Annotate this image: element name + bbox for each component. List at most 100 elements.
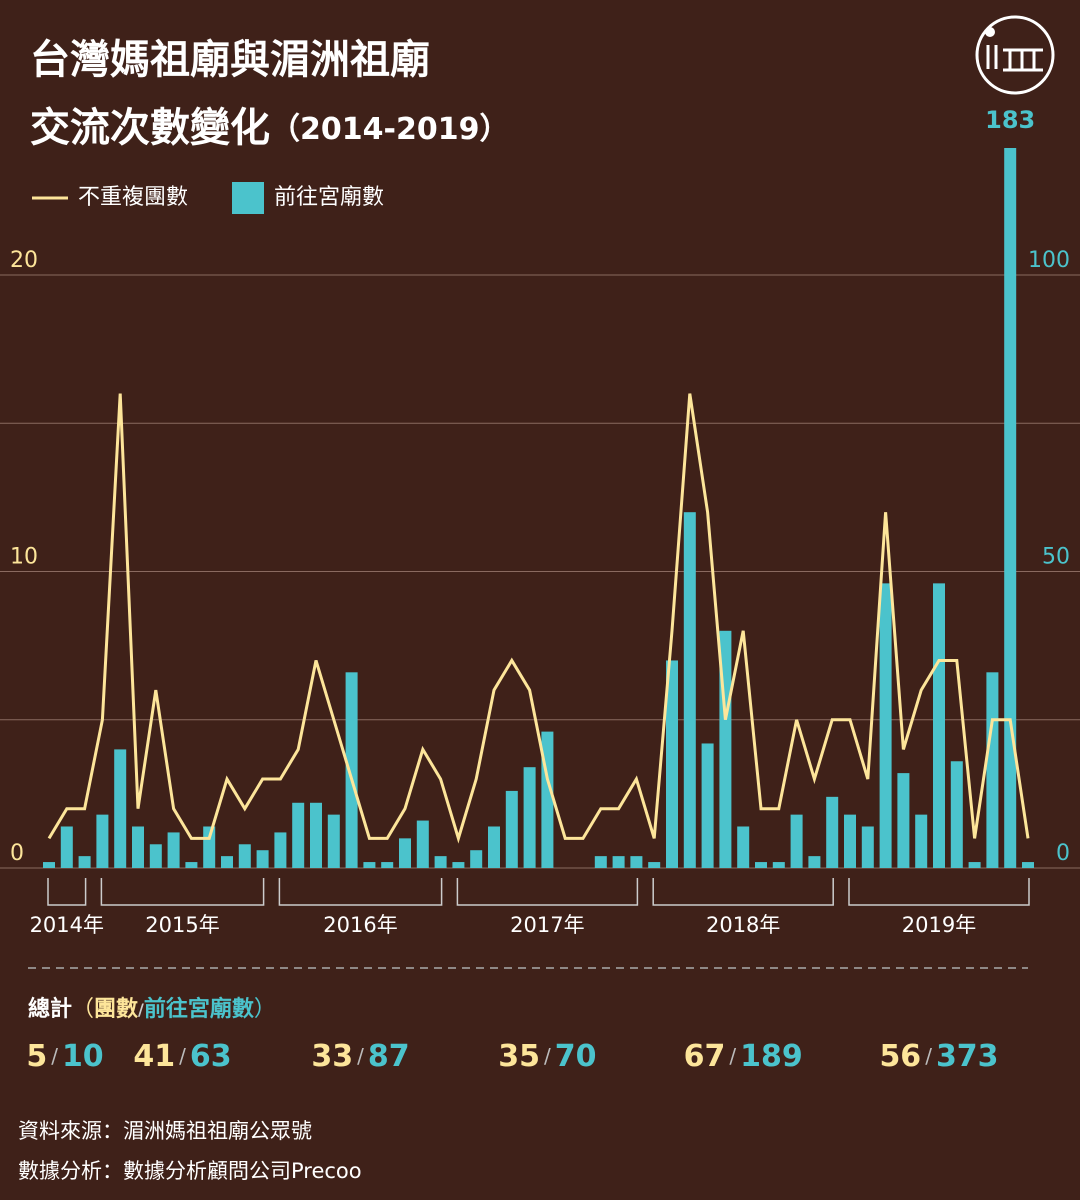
bar (43, 862, 55, 868)
totals-visits-key: 前往宮廟數 (144, 996, 254, 1022)
source-line: 資料來源：湄洲媽祖祖廟公眾號 (18, 1119, 312, 1143)
logo (975, 15, 1055, 95)
bar (310, 802, 322, 868)
totals-slash: / (138, 1000, 144, 1019)
bar (861, 826, 874, 868)
bar (327, 814, 340, 868)
totals-heading: 總計（團數/前往宮廟數） (28, 996, 276, 1022)
bar (844, 814, 856, 868)
total-visits: 10 (62, 1039, 104, 1074)
bar (416, 820, 429, 868)
bar (950, 761, 963, 868)
total-slash: / (51, 1044, 58, 1068)
year-bracket (47, 878, 87, 906)
bar (915, 814, 928, 868)
bar (897, 773, 910, 868)
title-years: （2014-2019） (270, 112, 509, 147)
year-label: 2019年 (902, 913, 976, 937)
total-slash: / (729, 1044, 736, 1068)
line (47, 393, 1030, 844)
totals-label: 總計 (28, 996, 72, 1022)
bar (1004, 148, 1017, 868)
y-tick-label: 20 (10, 248, 38, 273)
bar (505, 790, 518, 868)
bar (185, 862, 198, 868)
total-groups: 56 (879, 1039, 921, 1074)
total-slash: / (925, 1044, 932, 1068)
source-line: 數據分析：數據分析顧問公司Precoo (18, 1159, 362, 1183)
bar (737, 826, 750, 868)
bar (96, 814, 109, 868)
bar (167, 832, 180, 868)
bar (986, 672, 999, 868)
year-label: 2014年 (30, 913, 104, 937)
y2-tick-label: 50 (1042, 545, 1070, 570)
total-groups: 41 (133, 1039, 175, 1074)
total-slash: / (179, 1044, 186, 1068)
bar (968, 862, 981, 868)
bar (292, 802, 305, 868)
totals-paren: （ (72, 997, 94, 1022)
year-label: 2018年 (706, 913, 780, 937)
y2-tick-label: 100 (1028, 248, 1070, 273)
bar (221, 856, 233, 868)
total-groups: 67 (684, 1039, 726, 1074)
y2-tick-label: 0 (1056, 841, 1070, 866)
bar (666, 660, 678, 868)
bar (78, 856, 91, 868)
year-label: 2017年 (510, 913, 584, 937)
bar (256, 850, 269, 868)
year-bracket (652, 878, 834, 906)
title-main: 交流次數變化 (30, 105, 270, 151)
total-groups: 35 (498, 1039, 540, 1074)
legend-swatch (232, 182, 264, 214)
bar (933, 583, 945, 868)
bar (363, 862, 376, 868)
bar (238, 844, 251, 868)
totals-row: 67/189 (684, 1039, 803, 1074)
title-line: 交流次數變化（2014-2019） (30, 105, 509, 151)
year-bracket (848, 878, 1030, 906)
year-label: 2016年 (323, 913, 397, 937)
legend-label: 不重複團數 (78, 185, 188, 210)
totals-row: 56/373 (879, 1039, 998, 1074)
bar (345, 672, 358, 868)
totals-groups-key: 團數 (94, 997, 138, 1022)
bar (381, 862, 394, 868)
bar (755, 862, 767, 868)
bar (826, 796, 839, 868)
bar (434, 856, 447, 868)
totals-row: 33/87 (311, 1039, 409, 1074)
bar-value-label: 183 (985, 106, 1035, 134)
total-visits: 87 (368, 1039, 410, 1074)
y-tick-label: 0 (10, 841, 24, 866)
bar (452, 862, 465, 868)
bar (612, 856, 625, 868)
total-groups: 33 (311, 1039, 353, 1074)
total-visits: 373 (936, 1039, 999, 1074)
totals-paren: ） (254, 997, 276, 1022)
bar (683, 512, 696, 868)
bar (149, 844, 162, 868)
totals-row: 41/63 (133, 1039, 231, 1074)
total-slash: / (544, 1044, 551, 1068)
totals-row: 5/10 (26, 1039, 103, 1074)
year-label: 2015年 (145, 913, 219, 937)
bar (648, 862, 661, 868)
bar (701, 743, 714, 868)
bar (879, 583, 892, 868)
bar (790, 814, 803, 868)
title-line: 台灣媽祖廟與湄洲祖廟 (30, 37, 430, 83)
total-visits: 189 (740, 1039, 803, 1074)
legend-label: 前往宮廟數 (274, 185, 384, 210)
bar (488, 826, 500, 868)
year-bracket (100, 878, 265, 906)
total-groups: 5 (26, 1039, 47, 1074)
total-visits: 63 (190, 1039, 232, 1074)
year-bracket (456, 878, 639, 906)
total-slash: / (357, 1044, 364, 1068)
bar (274, 832, 287, 868)
